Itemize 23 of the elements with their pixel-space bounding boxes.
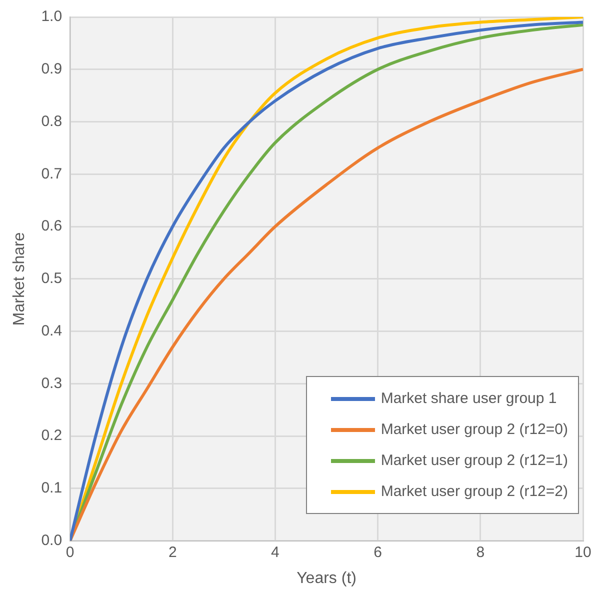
y-tick-label: 1.0 bbox=[41, 8, 62, 26]
legend-label: Market share user group 1 bbox=[380, 390, 557, 407]
y-axis-title: Market share bbox=[11, 232, 28, 326]
x-axis-title: Years (t) bbox=[296, 570, 356, 587]
x-tick-label: 8 bbox=[476, 544, 485, 561]
legend-label: Market user group 2 (r12=0) bbox=[380, 421, 568, 438]
legend-label: Market user group 2 (r12=1) bbox=[380, 452, 568, 469]
y-tick-label: 0.6 bbox=[41, 218, 62, 235]
y-tick-label: 0.4 bbox=[41, 322, 62, 340]
x-tick-label: 2 bbox=[168, 544, 177, 561]
x-tick-label: 10 bbox=[574, 544, 592, 561]
x-tick-label: 0 bbox=[66, 544, 74, 561]
legend-label: Market user group 2 (r12=2) bbox=[380, 483, 568, 500]
y-tick-label: 0.8 bbox=[41, 112, 62, 130]
x-tick-label: 6 bbox=[374, 544, 382, 561]
y-tick-label: 0.5 bbox=[41, 270, 62, 288]
x-tick-label: 4 bbox=[271, 544, 280, 561]
y-tick-label: 0.7 bbox=[41, 165, 62, 182]
y-tick-label: 0.2 bbox=[41, 427, 62, 444]
y-tick-label: 0.1 bbox=[41, 480, 62, 497]
y-tick-label: 0.9 bbox=[41, 60, 62, 78]
y-tick-label: 0.0 bbox=[41, 532, 62, 549]
y-tick-label: 0.3 bbox=[41, 374, 62, 392]
